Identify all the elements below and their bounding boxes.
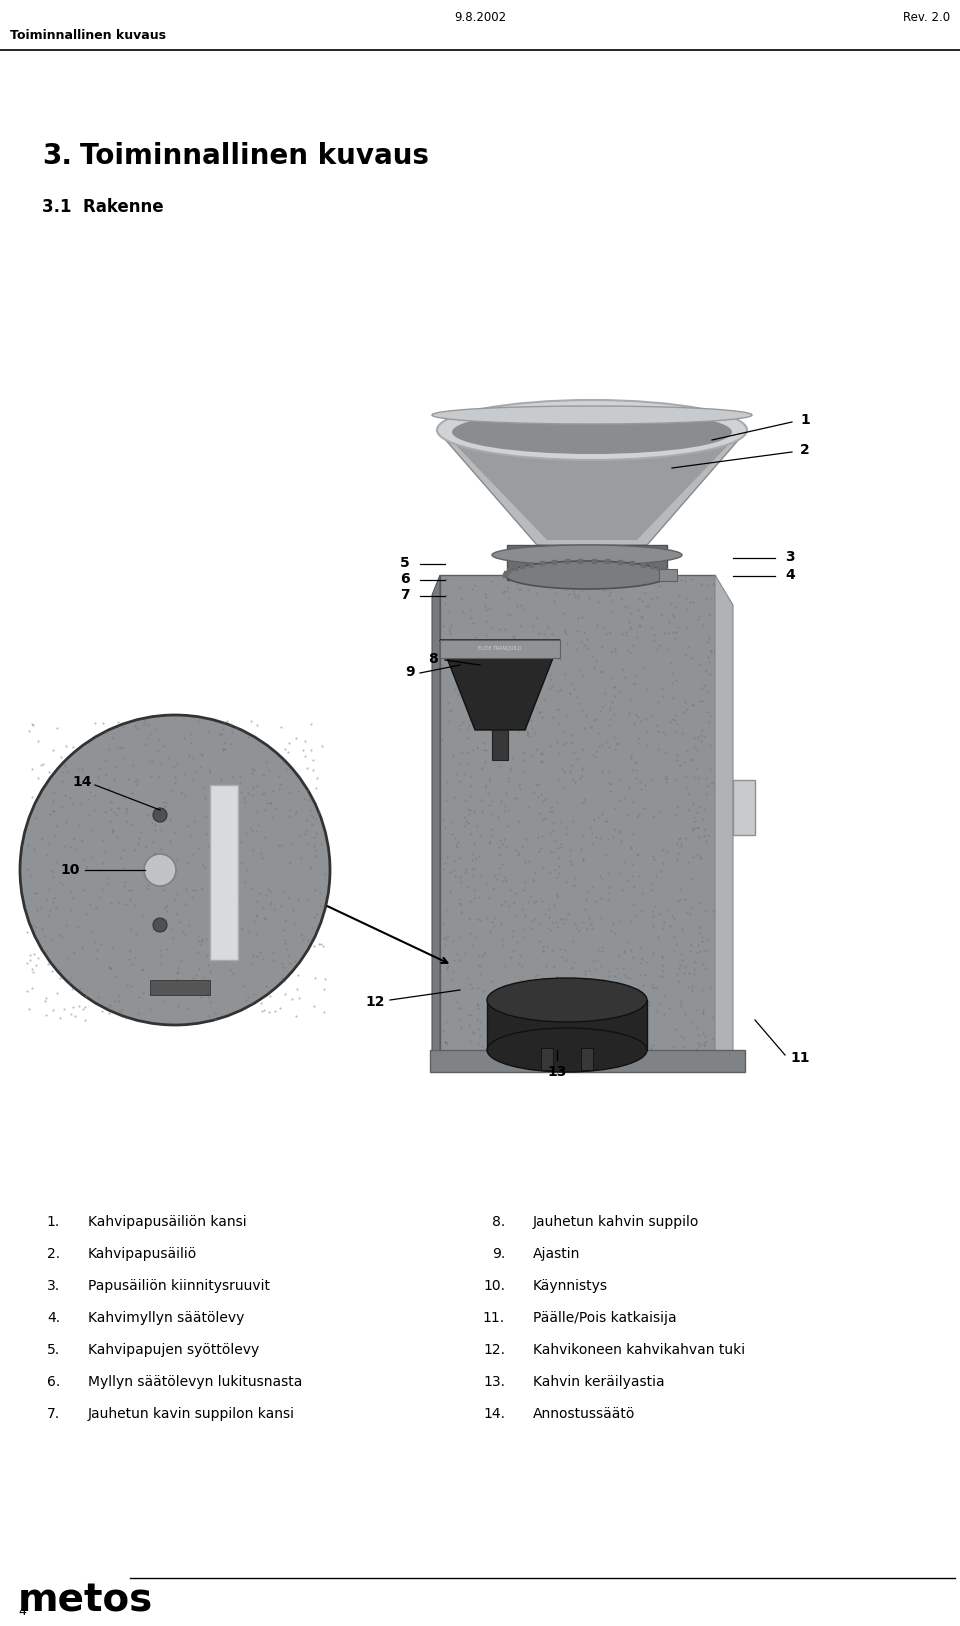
Circle shape — [144, 854, 176, 886]
Text: Annostussäätö: Annostussäätö — [533, 1406, 636, 1421]
Text: 3.: 3. — [47, 1280, 60, 1293]
Text: 6: 6 — [400, 572, 410, 585]
Polygon shape — [432, 576, 440, 1065]
Bar — [440, 576, 715, 1065]
Text: 2.: 2. — [47, 1247, 60, 1262]
Text: 13: 13 — [547, 1065, 566, 1080]
Bar — [210, 785, 238, 959]
Ellipse shape — [487, 977, 647, 1023]
Ellipse shape — [432, 406, 752, 424]
Bar — [541, 1049, 553, 1070]
Text: Kahvipapujen syöttölevy: Kahvipapujen syöttölevy — [88, 1343, 259, 1358]
Text: Kahvipapusäiliön kansi: Kahvipapusäiliön kansi — [88, 1215, 247, 1229]
Text: 12: 12 — [365, 995, 385, 1010]
Text: 1.: 1. — [47, 1215, 60, 1229]
Ellipse shape — [437, 400, 747, 460]
Text: 9.8.2002: 9.8.2002 — [454, 11, 506, 24]
Text: 9: 9 — [405, 665, 415, 680]
Text: 3.1  Rakenne: 3.1 Rakenne — [42, 198, 163, 216]
Text: Kahvimyllyn säätölevy: Kahvimyllyn säätölevy — [88, 1311, 245, 1325]
Text: 11.: 11. — [483, 1311, 505, 1325]
Text: 7.: 7. — [47, 1406, 60, 1421]
Bar — [507, 545, 667, 580]
Bar — [733, 780, 755, 836]
Circle shape — [153, 919, 167, 932]
Text: 5.: 5. — [47, 1343, 60, 1358]
Text: ELITE TRANQUILO: ELITE TRANQUILO — [478, 646, 521, 650]
Ellipse shape — [492, 545, 682, 564]
Polygon shape — [715, 576, 733, 1065]
Text: 5: 5 — [400, 556, 410, 571]
Polygon shape — [449, 437, 735, 540]
Text: 8.: 8. — [492, 1215, 505, 1229]
Text: Toiminnallinen kuvaus: Toiminnallinen kuvaus — [80, 141, 429, 171]
Polygon shape — [437, 429, 747, 545]
Text: Jauhetun kahvin suppilo: Jauhetun kahvin suppilo — [533, 1215, 700, 1229]
Bar — [581, 1049, 593, 1070]
Ellipse shape — [505, 561, 669, 589]
Text: Kahvipapusäiliö: Kahvipapusäiliö — [88, 1247, 197, 1262]
Text: Kahvin keräilyastia: Kahvin keräilyastia — [533, 1376, 664, 1389]
Bar — [487, 1000, 647, 1050]
Ellipse shape — [487, 1028, 647, 1072]
Text: Myllyn säätölevyn lukitusnasta: Myllyn säätölevyn lukitusnasta — [88, 1376, 302, 1389]
Text: 11: 11 — [790, 1050, 809, 1065]
Ellipse shape — [452, 410, 732, 454]
Text: 13.: 13. — [483, 1376, 505, 1389]
Circle shape — [20, 715, 330, 1024]
Text: 12.: 12. — [483, 1343, 505, 1358]
Polygon shape — [440, 641, 560, 730]
Text: Kahvikoneen kahvikahvan tuki: Kahvikoneen kahvikahvan tuki — [533, 1343, 745, 1358]
Text: 8: 8 — [428, 652, 438, 667]
Text: 4: 4 — [785, 567, 795, 582]
Text: Papusäiliön kiinnitysruuvit: Papusäiliön kiinnitysruuvit — [88, 1280, 270, 1293]
Text: Jauhetun kavin suppilon kansi: Jauhetun kavin suppilon kansi — [88, 1406, 295, 1421]
Text: Käynnistys: Käynnistys — [533, 1280, 608, 1293]
Text: 3: 3 — [785, 550, 795, 564]
Text: 1: 1 — [800, 413, 810, 428]
Bar — [430, 1050, 745, 1072]
Bar — [150, 980, 210, 995]
Text: 2: 2 — [800, 442, 810, 457]
Text: Rev. 2.0: Rev. 2.0 — [902, 11, 950, 24]
Bar — [440, 641, 560, 659]
Text: 3.: 3. — [42, 141, 72, 171]
Text: 6.: 6. — [47, 1376, 60, 1389]
Text: Toiminnallinen kuvaus: Toiminnallinen kuvaus — [10, 29, 166, 42]
Circle shape — [153, 808, 167, 823]
Text: metos: metos — [18, 1580, 154, 1619]
Text: 4: 4 — [18, 1605, 26, 1618]
Text: 14: 14 — [72, 776, 92, 789]
Text: 10: 10 — [60, 863, 80, 876]
Text: Päälle/Pois katkaisija: Päälle/Pois katkaisija — [533, 1311, 677, 1325]
Bar — [492, 730, 508, 759]
Bar — [659, 569, 677, 580]
Text: 7: 7 — [400, 589, 410, 602]
Text: 4.: 4. — [47, 1311, 60, 1325]
Text: 9.: 9. — [492, 1247, 505, 1262]
Text: Ajastin: Ajastin — [533, 1247, 581, 1262]
Text: 10.: 10. — [483, 1280, 505, 1293]
Text: 14.: 14. — [483, 1406, 505, 1421]
